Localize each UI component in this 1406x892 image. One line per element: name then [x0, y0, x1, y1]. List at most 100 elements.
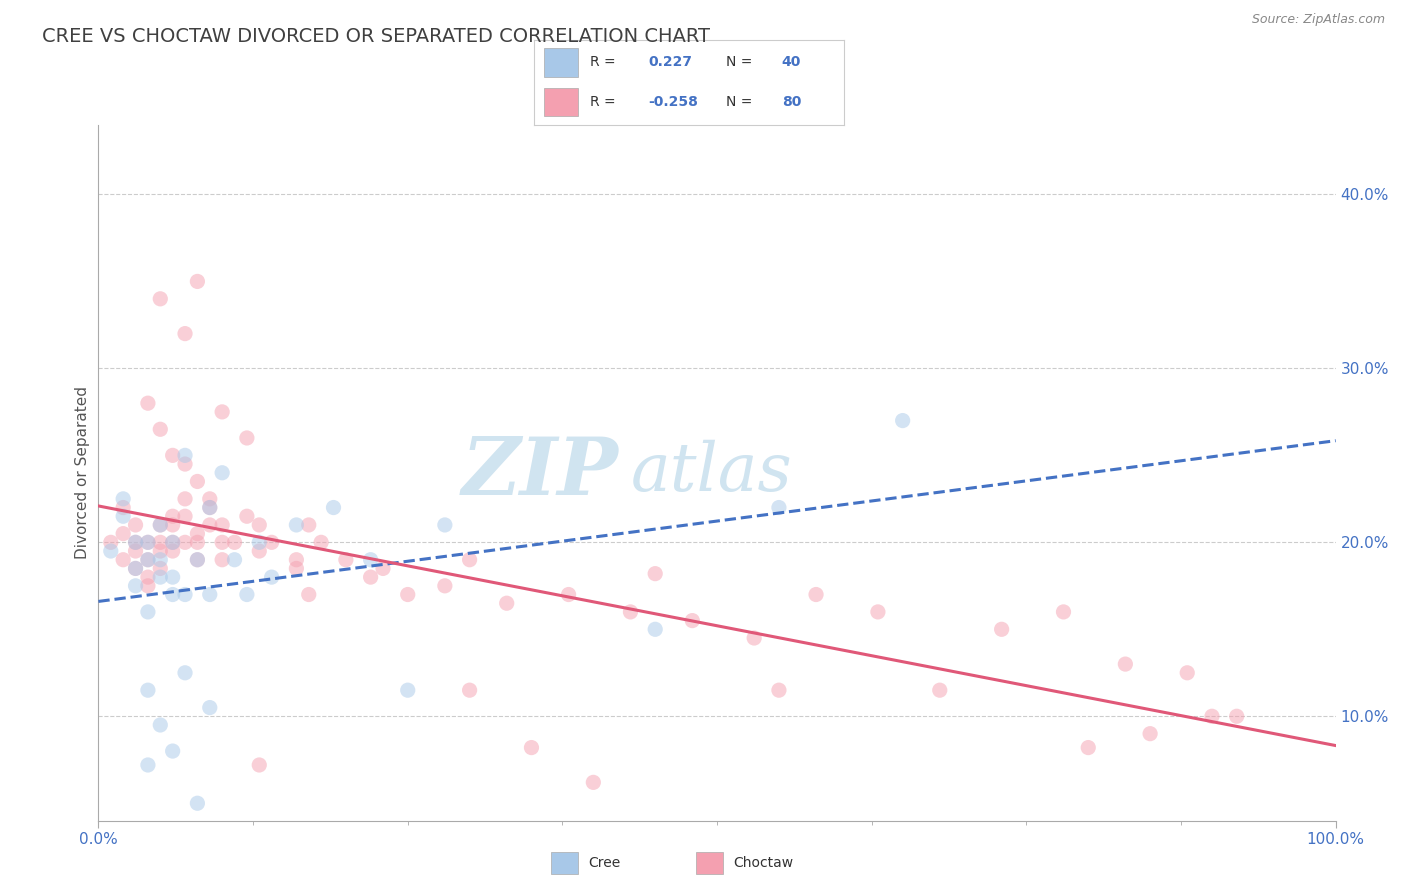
Text: -0.258: -0.258	[648, 95, 699, 109]
Point	[198, 500, 221, 515]
Point	[804, 587, 827, 601]
Point	[149, 292, 172, 306]
Point	[285, 517, 308, 532]
Point	[224, 552, 246, 567]
Text: Choctaw: Choctaw	[734, 856, 793, 870]
Point	[1077, 740, 1099, 755]
Point	[149, 535, 172, 549]
Point	[174, 665, 197, 680]
Point	[100, 544, 122, 558]
Point	[136, 758, 159, 772]
Text: 0.227: 0.227	[648, 55, 693, 70]
Point	[162, 587, 184, 601]
Text: N =: N =	[725, 95, 752, 109]
Point	[371, 561, 394, 575]
Point	[619, 605, 641, 619]
Point	[186, 526, 208, 541]
Text: R =: R =	[591, 95, 616, 109]
Point	[260, 535, 283, 549]
Point	[112, 526, 135, 541]
Point	[162, 570, 184, 584]
Text: 80: 80	[782, 95, 801, 109]
Point	[174, 448, 197, 462]
Point	[396, 683, 419, 698]
Point	[136, 605, 159, 619]
Point	[112, 500, 135, 515]
Point	[1139, 726, 1161, 740]
Point	[198, 491, 221, 506]
Point	[149, 517, 172, 532]
Point	[186, 535, 208, 549]
Point	[768, 500, 790, 515]
Point	[174, 326, 197, 341]
Point	[149, 544, 172, 558]
Point	[211, 466, 233, 480]
Point	[186, 275, 208, 289]
Point	[247, 544, 270, 558]
Text: R =: R =	[591, 55, 616, 70]
Bar	[551, 852, 578, 874]
Point	[433, 579, 456, 593]
Point	[211, 552, 233, 567]
Point	[112, 552, 135, 567]
Point	[520, 740, 543, 755]
Point	[990, 623, 1012, 637]
Point	[247, 517, 270, 532]
Point	[124, 517, 146, 532]
Point	[322, 500, 344, 515]
Point	[136, 552, 159, 567]
Point	[891, 414, 914, 428]
Point	[866, 605, 889, 619]
Point	[1175, 665, 1198, 680]
Point	[124, 544, 146, 558]
Point	[198, 517, 221, 532]
Point	[136, 396, 159, 410]
Point	[495, 596, 517, 610]
Point	[149, 517, 172, 532]
Point	[136, 570, 159, 584]
Point	[124, 561, 146, 575]
Point	[1201, 709, 1223, 723]
Point	[174, 587, 197, 601]
Point	[174, 535, 197, 549]
Bar	[544, 87, 578, 116]
Point	[162, 509, 184, 524]
Point	[186, 796, 208, 810]
Point	[458, 683, 481, 698]
Point	[360, 570, 382, 584]
Point	[236, 587, 259, 601]
Point	[174, 491, 197, 506]
Point	[309, 535, 332, 549]
Text: Source: ZipAtlas.com: Source: ZipAtlas.com	[1251, 13, 1385, 27]
Point	[742, 631, 765, 645]
Point	[557, 587, 579, 601]
Point	[433, 517, 456, 532]
Text: atlas: atlas	[630, 440, 792, 506]
Point	[124, 535, 146, 549]
Point	[928, 683, 950, 698]
Point	[149, 718, 172, 732]
Point	[644, 623, 666, 637]
Point	[458, 552, 481, 567]
Point	[360, 552, 382, 567]
Point	[149, 552, 172, 567]
Point	[335, 552, 357, 567]
Point	[162, 448, 184, 462]
Point	[174, 457, 197, 471]
Point	[285, 561, 308, 575]
Point	[136, 552, 159, 567]
Point	[112, 491, 135, 506]
Point	[112, 509, 135, 524]
Text: 40: 40	[782, 55, 801, 70]
Point	[136, 535, 159, 549]
Point	[582, 775, 605, 789]
Point	[136, 683, 159, 698]
Text: CREE VS CHOCTAW DIVORCED OR SEPARATED CORRELATION CHART: CREE VS CHOCTAW DIVORCED OR SEPARATED CO…	[42, 27, 710, 45]
Point	[186, 475, 208, 489]
Point	[186, 552, 208, 567]
Point	[162, 744, 184, 758]
Point	[644, 566, 666, 581]
Point	[247, 535, 270, 549]
Point	[186, 552, 208, 567]
Text: Cree: Cree	[588, 856, 620, 870]
